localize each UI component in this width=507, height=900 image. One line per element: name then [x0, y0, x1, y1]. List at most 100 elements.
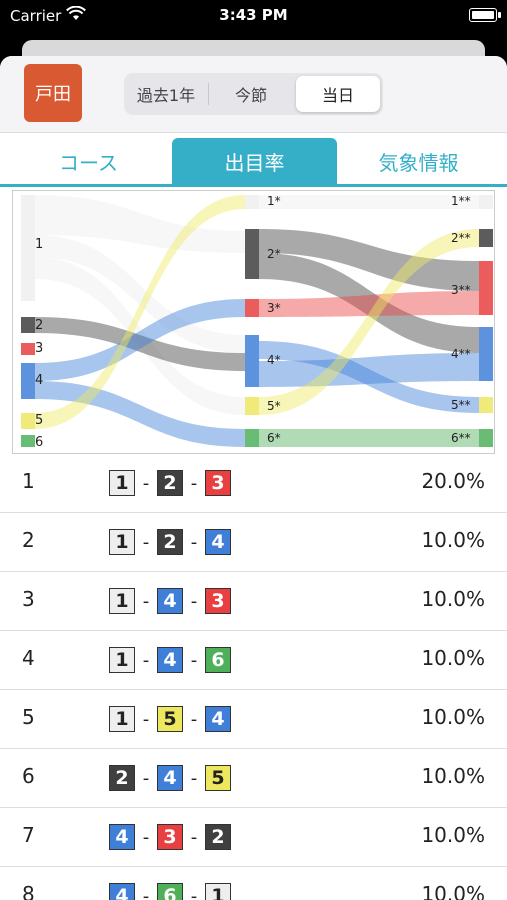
combo-separator: -: [142, 649, 150, 671]
period-segmented-control: 過去1年 今節 当日: [124, 73, 383, 115]
result-combination: 2-4-5: [109, 765, 231, 791]
sankey-flow: [35, 381, 245, 447]
result-combination: 1-4-3: [109, 588, 231, 614]
sankey-label: 2**: [451, 231, 471, 245]
boat-number-badge: 6: [205, 647, 231, 673]
sankey-label: 1**: [451, 194, 471, 208]
boat-number-badge: 6: [157, 883, 183, 900]
sankey-flow: [35, 195, 245, 253]
sankey-node: [21, 435, 35, 447]
combo-separator: -: [142, 708, 150, 730]
boat-number-badge: 4: [157, 647, 183, 673]
carrier-label: Carrier: [10, 7, 62, 25]
boat-number-badge: 4: [205, 706, 231, 732]
sankey-node: [479, 397, 493, 413]
result-row[interactable]: 5 1-5-4 10.0%: [0, 690, 507, 749]
sankey-label: 3**: [451, 283, 471, 297]
result-row[interactable]: 3 1-4-3 10.0%: [0, 572, 507, 631]
result-row[interactable]: 7 4-3-2 10.0%: [0, 808, 507, 867]
place-badge[interactable]: 戸田: [24, 64, 82, 122]
result-rank: 3: [22, 587, 35, 611]
boat-number-badge: 1: [109, 529, 135, 555]
combo-separator: -: [142, 590, 150, 612]
sankey-flow: [259, 429, 479, 447]
combo-separator: -: [142, 767, 150, 789]
boat-number-badge: 5: [205, 765, 231, 791]
sankey-node: [245, 229, 259, 279]
boat-number-badge: 2: [205, 824, 231, 850]
segment-today[interactable]: 当日: [296, 76, 380, 112]
result-rank: 7: [22, 823, 35, 847]
boat-number-badge: 3: [205, 470, 231, 496]
boat-number-badge: 3: [205, 588, 231, 614]
sankey-label: 4*: [267, 353, 281, 367]
sankey-label: 3: [35, 341, 43, 356]
segment-divider: [208, 83, 209, 105]
boat-number-badge: 1: [109, 588, 135, 614]
sankey-flow: [259, 195, 479, 209]
boat-number-badge: 2: [109, 765, 135, 791]
sankey-flows: [35, 195, 479, 447]
sankey-label: 3*: [267, 301, 281, 315]
result-percentage: 10.0%: [421, 823, 485, 847]
sankey-node: [21, 195, 35, 301]
boat-number-badge: 4: [109, 883, 135, 900]
segment-this-session[interactable]: 今節: [234, 86, 267, 105]
sankey-node: [245, 335, 259, 387]
result-row[interactable]: 2 1-2-4 10.0%: [0, 513, 507, 572]
result-percentage: 20.0%: [421, 469, 485, 493]
result-percentage: 10.0%: [421, 764, 485, 788]
result-row[interactable]: 4 1-4-6 10.0%: [0, 631, 507, 690]
combo-separator: -: [142, 826, 150, 848]
battery-icon: [469, 8, 501, 22]
result-row[interactable]: 6 2-4-5 10.0%: [0, 749, 507, 808]
combo-separator: -: [190, 472, 198, 494]
combo-separator: -: [190, 649, 198, 671]
tab-course[interactable]: コース: [59, 150, 118, 175]
boat-number-badge: 5: [157, 706, 183, 732]
sankey-node: [245, 195, 259, 209]
sankey-flow: [35, 195, 245, 429]
combo-separator: -: [142, 885, 150, 900]
header: 戸田 過去1年 今節 当日: [0, 56, 507, 133]
result-percentage: 10.0%: [421, 705, 485, 729]
boat-number-badge: 1: [205, 883, 231, 900]
sankey-node: [479, 429, 493, 447]
results-list: 1 1-2-3 20.0% 2 1-2-4 10.0% 3 1-4-3 10.0% 4 1-4-6 1…: [0, 454, 507, 900]
combo-separator: -: [142, 531, 150, 553]
sankey-node: [479, 327, 493, 381]
tab-weather[interactable]: 気象情報: [378, 150, 459, 175]
boat-number-badge: 1: [109, 706, 135, 732]
result-percentage: 10.0%: [421, 646, 485, 670]
boat-number-badge: 2: [157, 470, 183, 496]
result-rank: 6: [22, 764, 35, 788]
sankey-chart: 1 2 3 4 5 6 1* 2* 3* 4* 5* 6* 1** 2** 3** 4** 5** 6**: [12, 190, 495, 454]
sankey-label: 4**: [451, 347, 471, 361]
sankey-node: [479, 261, 493, 315]
result-combination: 1-4-6: [109, 647, 231, 673]
sankey-label: 2*: [267, 247, 281, 261]
sankey-flow: [35, 317, 245, 371]
result-percentage: 10.0%: [421, 882, 485, 900]
wifi-icon: [66, 5, 86, 25]
sankey-node: [245, 397, 259, 415]
result-combination: 1-2-4: [109, 529, 231, 555]
result-percentage: 10.0%: [421, 528, 485, 552]
result-row[interactable]: 1 1-2-3 20.0%: [0, 454, 507, 513]
combo-separator: -: [190, 590, 198, 612]
result-percentage: 10.0%: [421, 587, 485, 611]
sankey-flow: [259, 229, 479, 415]
sheet: 戸田 過去1年 今節 当日 コース 出目率 気象情報 1 2 3 4 5 6 1* 2* 3* 4…: [0, 56, 507, 900]
result-combination: 4-3-2: [109, 824, 231, 850]
result-row[interactable]: 8 4-6-1 10.0%: [0, 867, 507, 900]
combo-separator: -: [190, 767, 198, 789]
tab-result-rate[interactable]: 出目率: [172, 138, 337, 184]
sankey-label: 4: [35, 373, 43, 388]
sankey-node: [21, 317, 35, 333]
combo-separator: -: [142, 472, 150, 494]
sankey-node: [479, 229, 493, 247]
segment-past-year[interactable]: 過去1年: [136, 86, 196, 105]
result-combination: 4-6-1: [109, 883, 231, 900]
sankey-label: 1: [35, 237, 43, 252]
boat-number-badge: 4: [157, 765, 183, 791]
